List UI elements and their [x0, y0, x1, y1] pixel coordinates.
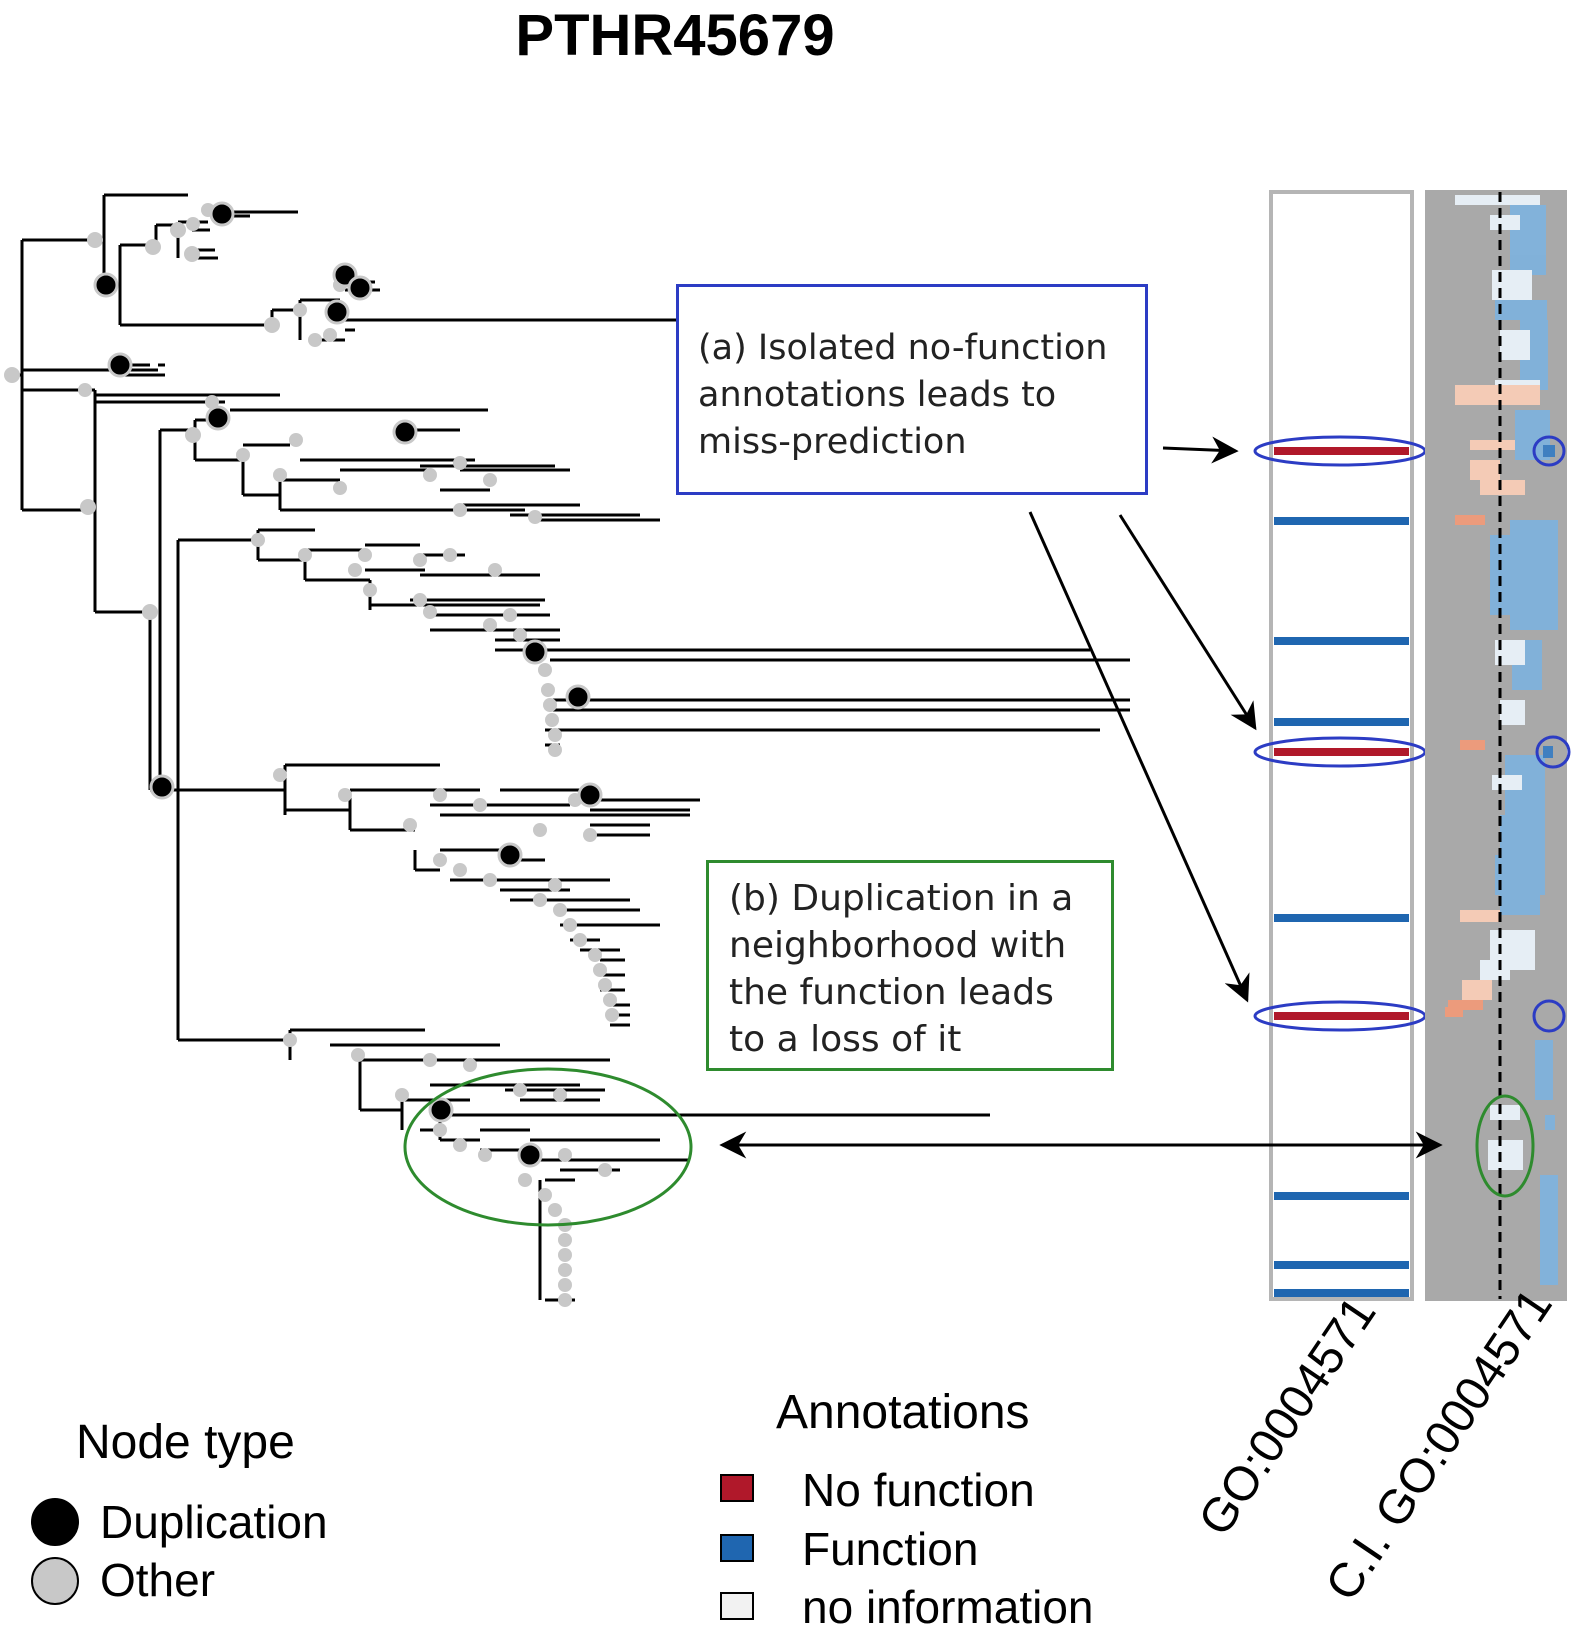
callout-b-line-3: the function leads	[729, 972, 1054, 1013]
figure-title: PTHR45679	[515, 3, 835, 68]
node-legend-other: Other	[100, 1554, 216, 1606]
callout-b-line-2: neighborhood with	[729, 925, 1067, 966]
annotations-legend-title: Annotations	[776, 1386, 1030, 1439]
callout-b-line-4: to a loss of it	[729, 1019, 962, 1060]
callout-a-line-3: miss-prediction	[698, 422, 967, 462]
swatch-no-function	[720, 1474, 754, 1502]
callout-b: (b) Duplication in a neighborhood with t…	[706, 860, 1114, 1071]
other-nodes	[4, 203, 619, 1307]
neighborhood-ellipse	[403, 1067, 693, 1227]
duplication-nodes	[93, 201, 603, 1168]
legend-no-function: No function	[802, 1464, 1035, 1516]
phylogenetic-tree	[12, 193, 1130, 1302]
legend-no-information: no information	[802, 1581, 1094, 1633]
callout-a-line-2: annotations leads to	[698, 375, 1057, 415]
callout-a: (a) Isolated no-function annotations lea…	[676, 284, 1148, 495]
node-legend-dots	[31, 1498, 79, 1605]
clade-upper	[93, 363, 280, 614]
swatch-no-information	[720, 1592, 754, 1620]
clade-low1	[162, 763, 700, 1027]
arrows	[719, 436, 1443, 1159]
clade-mid1	[148, 408, 660, 792]
tree-root	[12, 238, 120, 512]
node-legend-title: Node type	[76, 1416, 295, 1469]
swatch-function	[720, 1534, 754, 1562]
legend-function: Function	[802, 1523, 979, 1575]
annotation-column	[1253, 190, 1427, 1301]
ci-column	[1425, 190, 1571, 1301]
node-legend-duplication: Duplication	[100, 1496, 328, 1548]
callout-b-line-1: (b) Duplication in a	[729, 878, 1074, 919]
callout-a-line-1: (a) Isolated no-function	[698, 328, 1108, 368]
